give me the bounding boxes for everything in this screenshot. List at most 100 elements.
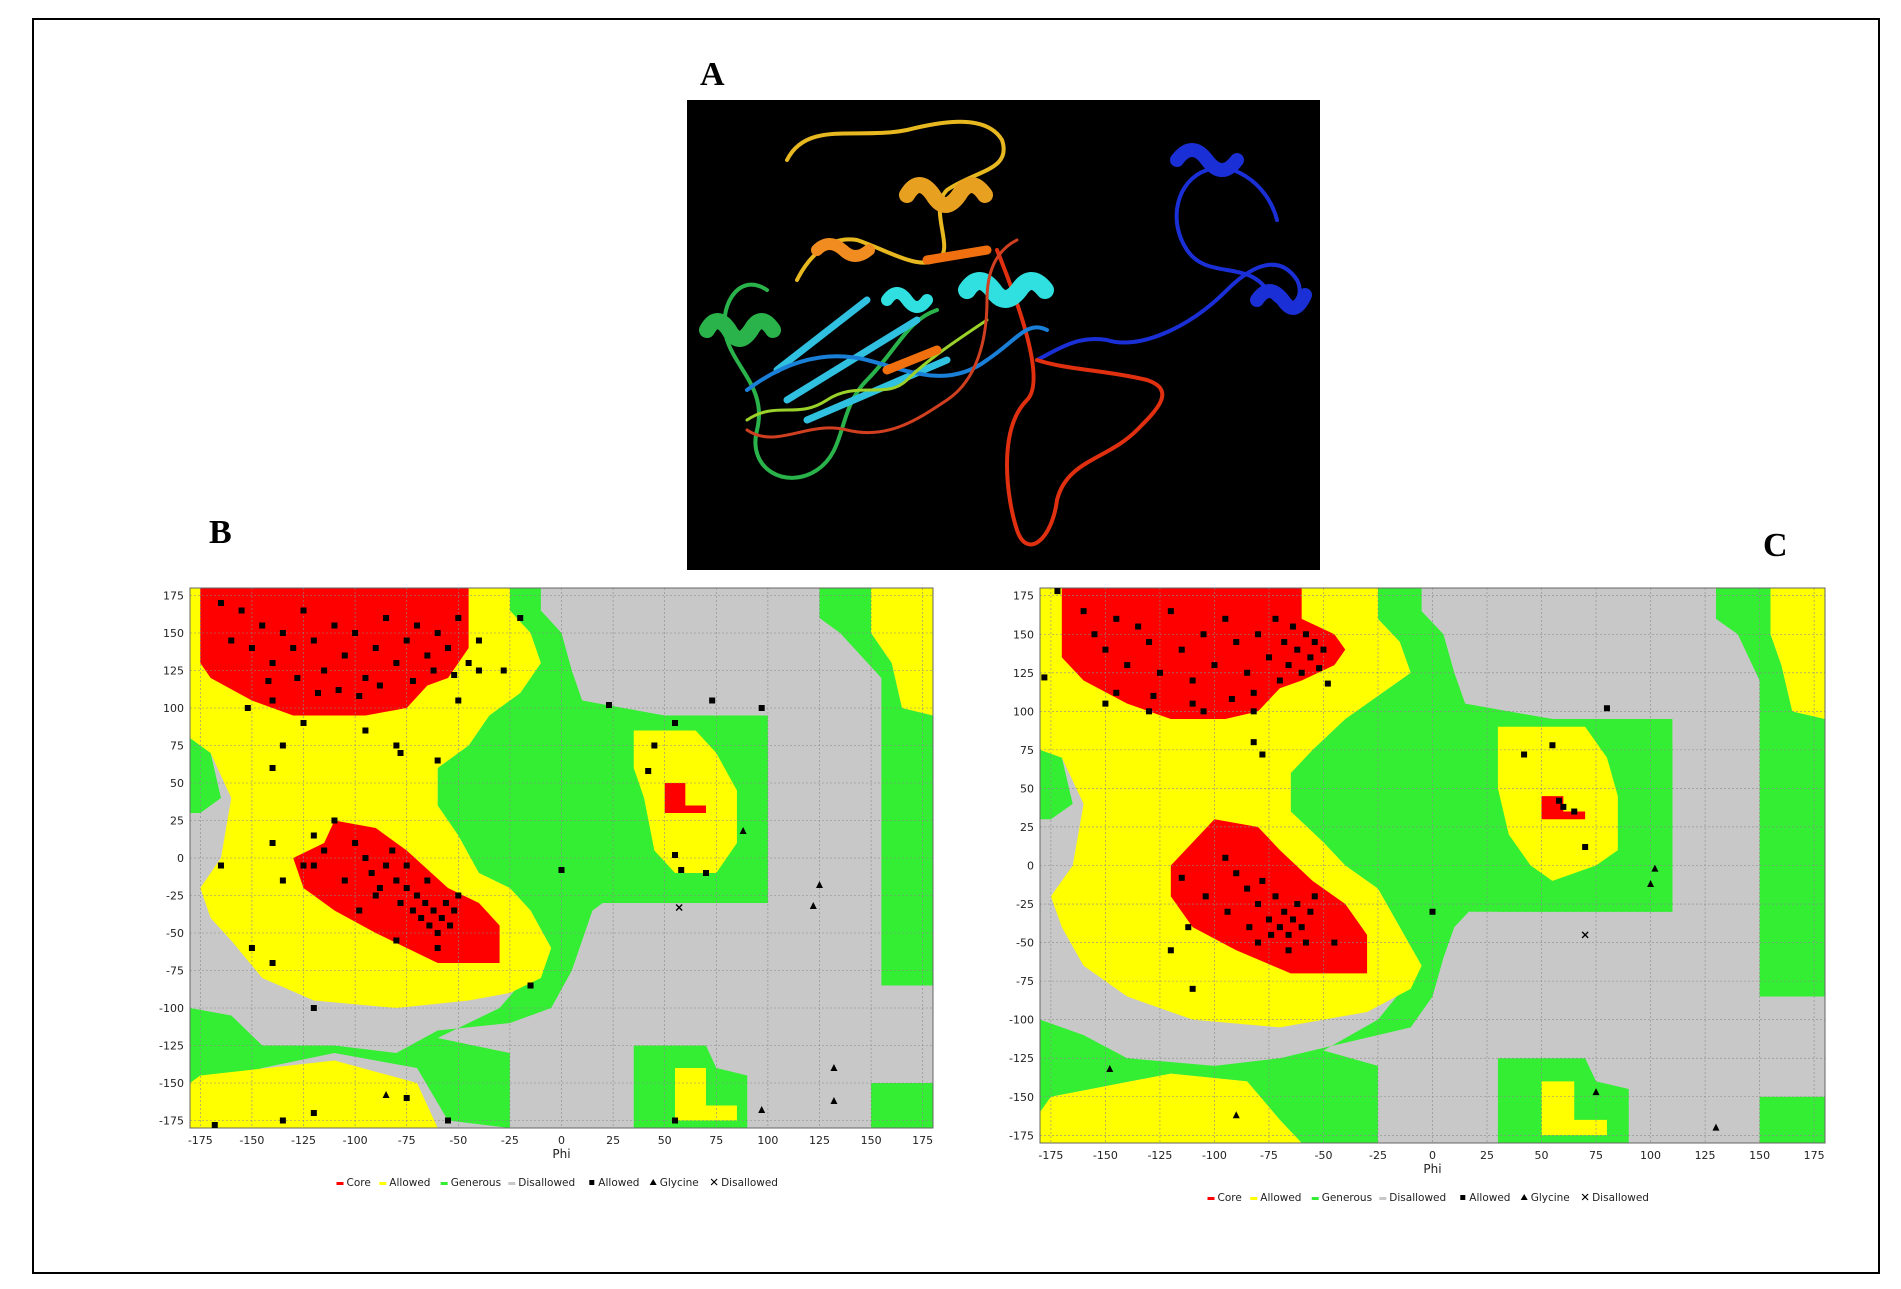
svg-text:Disallowed: Disallowed — [1389, 1192, 1446, 1204]
allowed-point — [321, 848, 327, 854]
allowed-point — [259, 623, 265, 629]
allowed-point — [528, 983, 534, 989]
allowed-point — [1179, 647, 1185, 653]
allowed-point — [1255, 901, 1261, 907]
allowed-point — [280, 743, 286, 749]
allowed-point — [1268, 932, 1274, 938]
allowed-point — [1102, 647, 1108, 653]
allowed-point — [393, 660, 399, 666]
allowed-point — [245, 705, 251, 711]
allowed-point — [410, 678, 416, 684]
allowed-point — [476, 668, 482, 674]
allowed-point — [362, 675, 368, 681]
allowed-point — [311, 863, 317, 869]
allowed-point — [1582, 844, 1588, 850]
x-tick-label: -75 — [1260, 1149, 1278, 1162]
y-tick-label: -75 — [166, 965, 184, 978]
x-tick-label: 150 — [1749, 1149, 1770, 1162]
allowed-point — [218, 600, 224, 606]
allowed-point — [1331, 940, 1337, 946]
ramachandran-svg: -175 -150 -125 -100 -75 -50 -25 0 25 50 75 100 125 15… — [150, 578, 950, 1208]
ribbon-blue-helix-1 — [1177, 150, 1237, 170]
allowed-point — [1281, 909, 1287, 915]
allowed-point — [431, 668, 437, 674]
allowed-point — [678, 867, 684, 873]
allowed-point — [1312, 639, 1318, 645]
x-axis-label: Phi — [1423, 1162, 1441, 1176]
allowed-point — [1168, 947, 1174, 953]
allowed-point — [606, 702, 612, 708]
allowed-point — [1299, 924, 1305, 930]
svg-text:Glycine: Glycine — [660, 1177, 699, 1189]
allowed-point — [270, 660, 276, 666]
allowed-point — [1273, 616, 1279, 622]
allowed-point — [426, 923, 432, 929]
allowed-point — [435, 945, 441, 951]
allowed-point — [1316, 665, 1322, 671]
y-tick-label: -150 — [159, 1077, 184, 1090]
allowed-point — [455, 615, 461, 621]
allowed-point — [1266, 916, 1272, 922]
allowed-point — [393, 878, 399, 884]
allowed-point — [435, 758, 441, 764]
x-tick-label: -125 — [1147, 1149, 1172, 1162]
protein-ribbon-icon — [687, 100, 1320, 570]
allowed-point — [1303, 631, 1309, 637]
allowed-point — [1081, 608, 1087, 614]
panel-label-c: C — [1763, 527, 1788, 565]
allowed-point — [445, 1118, 451, 1124]
y-tick-label: 175 — [1013, 590, 1034, 603]
allowed-point — [1281, 639, 1287, 645]
panel-label-a: A — [700, 56, 725, 94]
allowed-point — [455, 698, 461, 704]
allowed-point — [301, 863, 307, 869]
allowed-point — [447, 923, 453, 929]
allowed-point — [1190, 986, 1196, 992]
allowed-point — [1277, 678, 1283, 684]
allowed-point — [362, 728, 368, 734]
allowed-point — [404, 1095, 410, 1101]
allowed-point — [393, 743, 399, 749]
svg-text:Core: Core — [1218, 1192, 1242, 1204]
x-tick-label: -150 — [239, 1134, 264, 1147]
ribbon-orange-helix-2 — [817, 244, 869, 256]
allowed-point — [1113, 616, 1119, 622]
allowed-point — [1294, 647, 1300, 653]
legend-item: Glycine — [1521, 1192, 1570, 1204]
x-tick-label: 125 — [1695, 1149, 1716, 1162]
allowed-point — [369, 870, 375, 876]
allowed-point — [651, 743, 657, 749]
allowed-point — [398, 750, 404, 756]
allowed-point — [265, 678, 271, 684]
svg-text:Generous: Generous — [1322, 1192, 1372, 1204]
allowed-point — [311, 1005, 317, 1011]
allowed-point — [1320, 647, 1326, 653]
allowed-point — [342, 878, 348, 884]
x-tick-label: -175 — [188, 1134, 213, 1147]
allowed-point — [228, 638, 234, 644]
allowed-point — [501, 668, 507, 674]
allowed-point — [1222, 855, 1228, 861]
x-tick-label: 100 — [757, 1134, 778, 1147]
allowed-point — [352, 630, 358, 636]
y-tick-label: -175 — [1009, 1129, 1034, 1142]
allowed-point — [1286, 662, 1292, 668]
allowed-point — [280, 878, 286, 884]
allowed-point — [414, 893, 420, 899]
allowed-point — [373, 645, 379, 651]
allowed-point — [301, 720, 307, 726]
allowed-point — [1604, 705, 1610, 711]
y-tick-label: -75 — [1016, 975, 1034, 988]
allowed-point — [321, 668, 327, 674]
allowed-point — [1054, 588, 1060, 594]
x-tick-label: -175 — [1038, 1149, 1063, 1162]
allowed-point — [1102, 701, 1108, 707]
svg-text:Glycine: Glycine — [1531, 1192, 1570, 1204]
x-tick-label: 75 — [709, 1134, 723, 1147]
x-tick-label: -25 — [1369, 1149, 1387, 1162]
allowed-point — [404, 885, 410, 891]
x-tick-label: 50 — [1535, 1149, 1549, 1162]
x-tick-label: 175 — [1804, 1149, 1825, 1162]
ribbon-green-helix — [707, 321, 773, 339]
allowed-point — [1521, 752, 1527, 758]
